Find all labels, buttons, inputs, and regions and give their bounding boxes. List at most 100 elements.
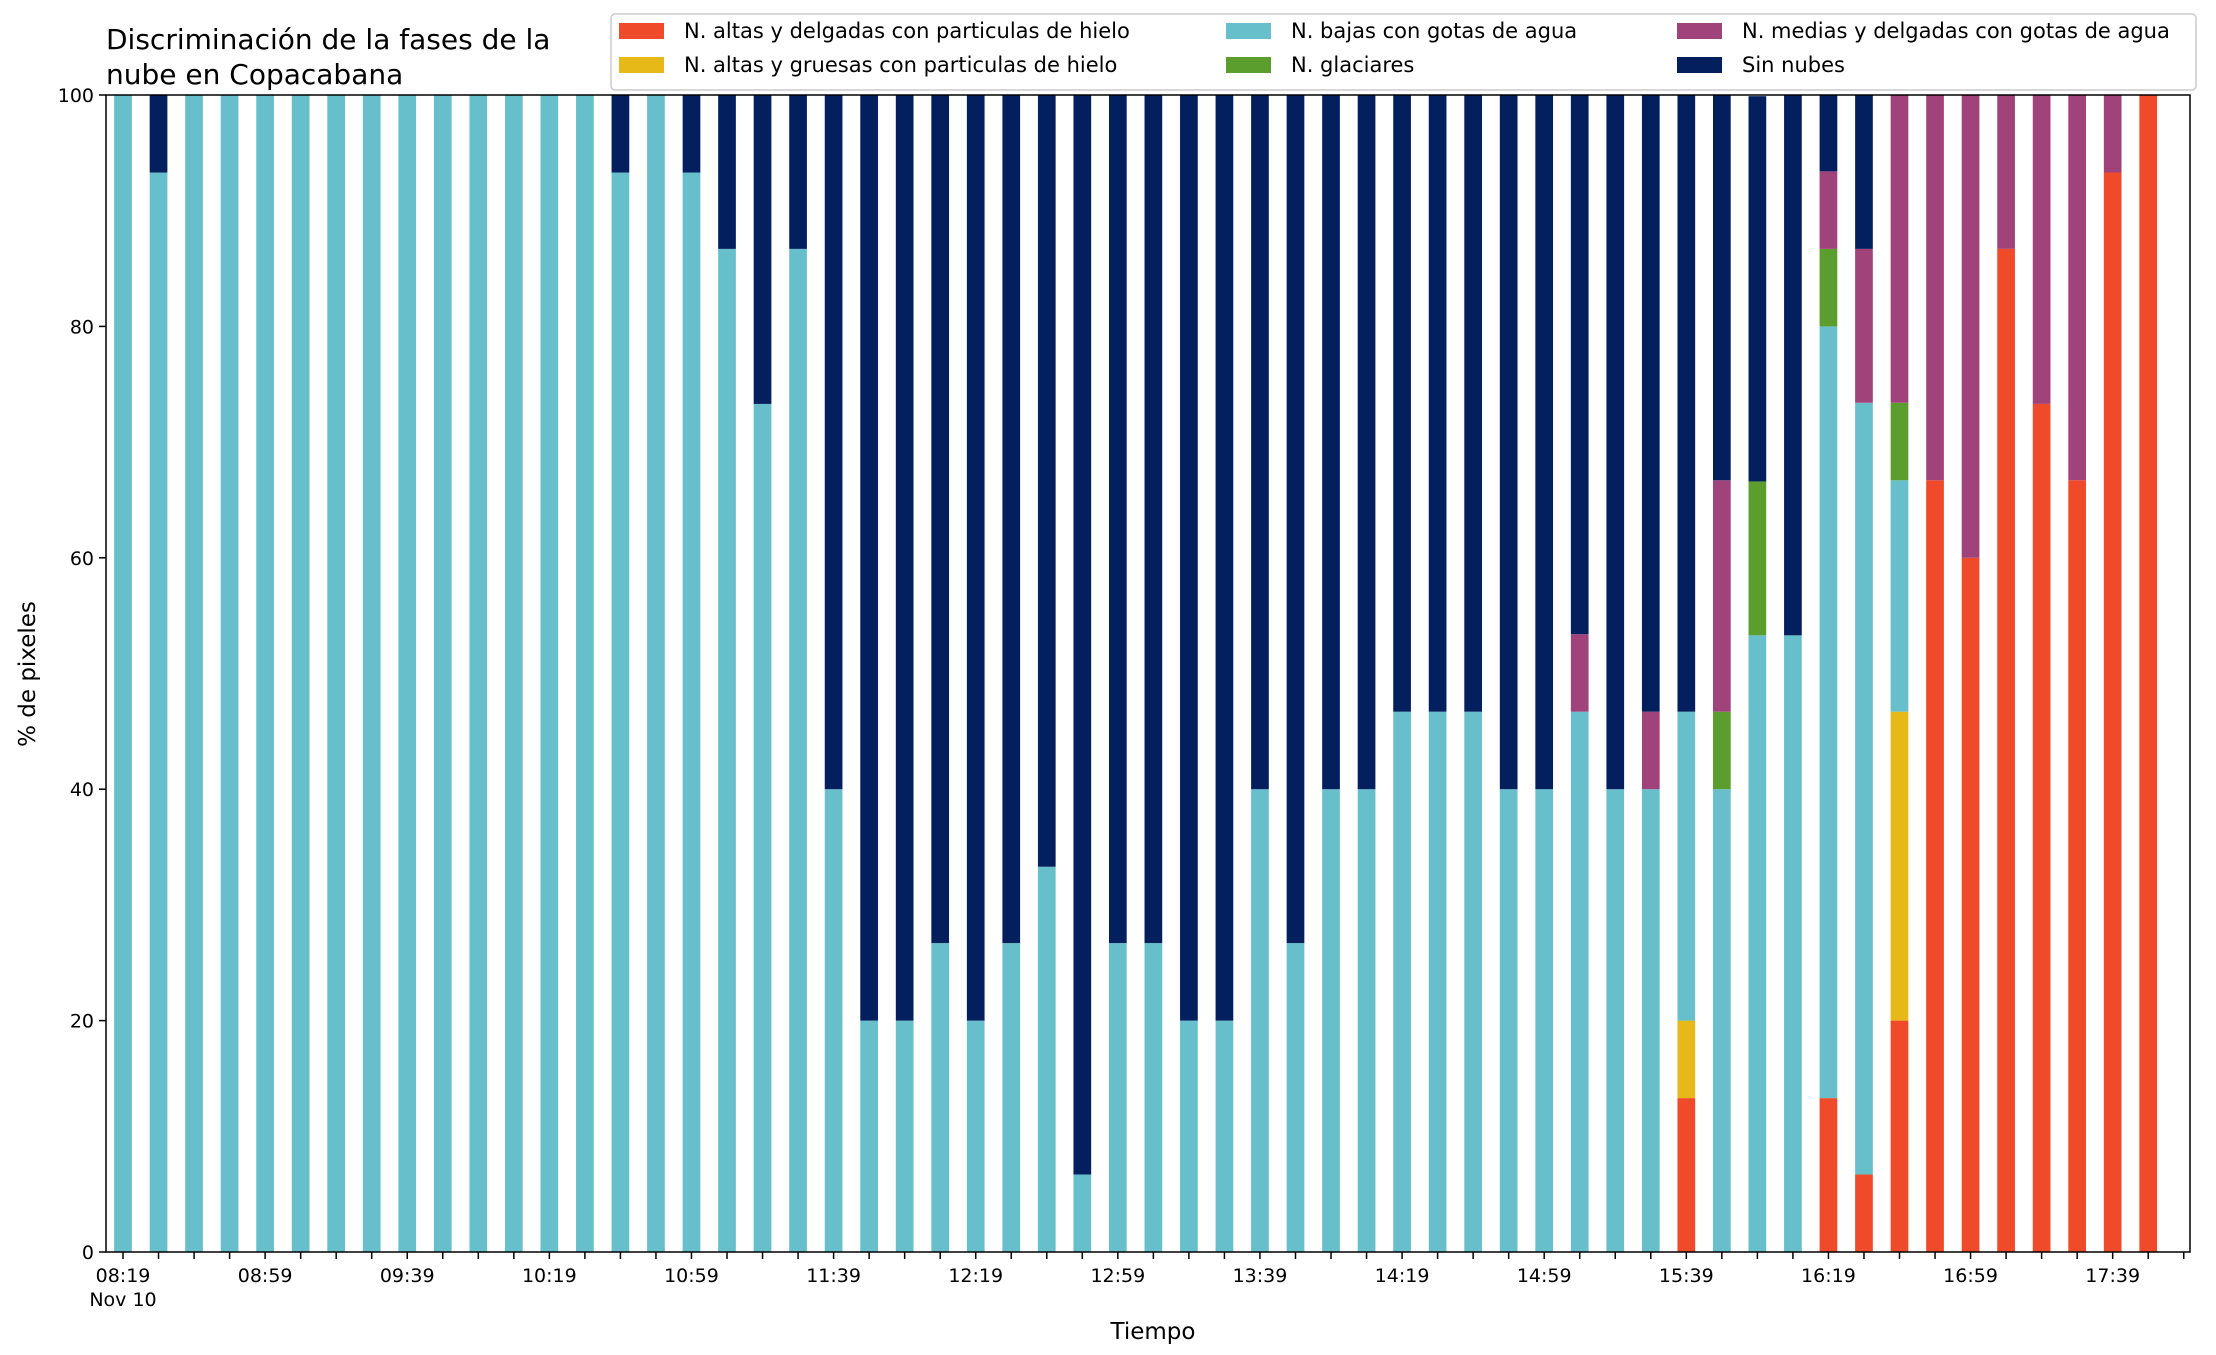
bar-segment-s5-24	[966, 95, 985, 1021]
x-tick-label-32: 13:39	[1233, 1265, 1288, 1287]
bar-segment-s5-42	[1606, 95, 1625, 790]
bar-segment-s2-43	[1641, 789, 1660, 1252]
legend-swatch-5	[1677, 57, 1722, 73]
bar-segment-s2-49	[1855, 402, 1873, 1175]
x-tick-label-44: 15:39	[1659, 1265, 1714, 1287]
x-tick-label-20: 11:39	[806, 1265, 861, 1287]
bar-segment-s5-14	[611, 95, 630, 173]
chart-title: Discriminación de la fases de la nube en…	[106, 23, 550, 91]
bar-segment-s2-9	[433, 95, 452, 1252]
x-tick-label-28: 12:59	[1090, 1265, 1145, 1287]
bar-segment-s2-23	[931, 943, 950, 1252]
legend-label-5: Sin nubes	[1742, 53, 1845, 77]
bar-segment-s5-18	[753, 95, 772, 404]
legend-label-0: N. altas y delgadas con particulas de hi…	[684, 19, 1130, 43]
bar-segment-s4-41	[1570, 634, 1589, 712]
bar-segment-s2-3	[220, 95, 239, 1252]
bar-segment-s5-37	[1428, 95, 1447, 712]
bar-segment-s5-25	[1002, 95, 1021, 944]
bar-segment-s4-53	[1997, 95, 2015, 249]
x-tick-sublabel-0: Nov 10	[89, 1289, 156, 1311]
bar-segment-s3-45	[1713, 711, 1731, 790]
y-tick-label-80: 80	[70, 316, 94, 338]
bar-segment-s2-7	[362, 95, 381, 1252]
bar-segment-s0-54	[2032, 403, 2051, 1252]
legend-swatch-0	[619, 23, 664, 39]
bar-segment-s2-25	[1002, 943, 1021, 1252]
bar-segment-s5-26	[1037, 95, 1056, 867]
chart-title-line-1: Discriminación de la fases de la	[106, 23, 550, 56]
bar-segment-s0-56	[2103, 172, 2122, 1252]
x-axis-label: Tiempo	[1110, 1319, 1196, 1345]
bar-segment-s2-8	[398, 95, 417, 1252]
bar-segment-s2-35	[1357, 789, 1376, 1252]
bar-segment-s0-49	[1855, 1174, 1873, 1252]
x-tick-label-0: 08:19	[96, 1265, 151, 1287]
bar-segment-s5-17	[718, 95, 736, 249]
bar-segment-s2-14	[611, 172, 630, 1252]
bar-segment-s2-29	[1144, 943, 1163, 1252]
bar-segment-s5-21	[860, 95, 878, 1021]
bar-segment-s4-55	[2068, 95, 2086, 481]
bar-segment-s2-19	[789, 248, 807, 1252]
bar-segment-s5-38	[1464, 95, 1482, 712]
bar-segment-s0-50	[1890, 1020, 1909, 1252]
y-tick-label-60: 60	[70, 548, 94, 570]
bar-segment-s5-27	[1073, 95, 1092, 1175]
bar-segment-s2-28	[1108, 943, 1127, 1252]
bar-segment-s3-48	[1819, 248, 1838, 327]
bar-segment-s2-27	[1073, 1174, 1092, 1252]
bar-segment-s5-44	[1677, 95, 1696, 712]
bar-segment-s5-35	[1357, 95, 1376, 790]
y-axis: 0 20 40 60 80 100	[58, 85, 106, 1264]
bar-segment-s5-39	[1499, 95, 1518, 790]
bar-segment-s4-51	[1926, 95, 1944, 481]
x-tick-label-4: 08:59	[238, 1265, 293, 1287]
y-tick-label-0: 0	[82, 1242, 94, 1264]
bar-segment-s2-21	[860, 1020, 878, 1252]
bar-segment-s3-46	[1748, 481, 1767, 636]
x-tick-label-12: 10:19	[522, 1265, 577, 1287]
bar-segment-s5-34	[1322, 95, 1340, 790]
bar-segment-s5-49	[1855, 95, 1873, 249]
bar-segment-s2-22	[895, 1020, 914, 1252]
bar-segment-s2-32	[1251, 789, 1269, 1252]
bar-segment-s2-15	[647, 95, 665, 1252]
x-tick-label-36: 14:19	[1375, 1265, 1430, 1287]
bar-segment-s2-24	[966, 1020, 985, 1252]
x-tick-label-52: 16:59	[1943, 1265, 1998, 1287]
bar-segment-s2-39	[1499, 789, 1518, 1252]
bar-segment-s4-56	[2103, 95, 2122, 173]
bar-segment-s2-5	[291, 95, 310, 1252]
bar-segment-s5-30	[1180, 95, 1198, 1021]
legend-swatch-3	[1226, 57, 1271, 73]
bar-segment-s2-30	[1180, 1020, 1198, 1252]
legend-swatch-2	[1226, 23, 1271, 39]
bar-segment-s4-45	[1713, 480, 1731, 712]
legend-swatch-4	[1677, 23, 1722, 39]
legend-label-3: N. glaciares	[1291, 53, 1414, 77]
bar-segment-s2-33	[1286, 943, 1305, 1252]
bar-segment-s2-18	[753, 403, 772, 1252]
bar-segment-s2-48	[1819, 326, 1838, 1099]
bar-segment-s5-23	[931, 95, 950, 944]
bar-segment-s2-50	[1890, 480, 1909, 712]
bar-segment-s4-43	[1641, 711, 1660, 790]
bar-segment-s5-16	[682, 95, 701, 173]
bar-segment-s0-52	[1961, 557, 1980, 1252]
bar-segment-s0-44	[1677, 1098, 1696, 1252]
plot-frame	[105, 94, 2191, 1253]
legend-label-2: N. bajas con gotas de agua	[1291, 19, 1577, 43]
bar-segment-s0-48	[1819, 1098, 1838, 1252]
bar-segment-s5-47	[1784, 95, 1802, 636]
bar-segment-s2-20	[824, 789, 843, 1252]
bar-segment-s5-20	[824, 95, 843, 790]
bar-segment-s2-31	[1215, 1020, 1234, 1252]
legend-swatch-1	[619, 57, 664, 73]
bar-segment-s5-28	[1108, 95, 1127, 944]
chart-title-line-2: nube en Copacabana	[106, 58, 403, 91]
bar-segment-s1-44	[1677, 1020, 1696, 1099]
bar-segment-s2-17	[718, 248, 736, 1252]
